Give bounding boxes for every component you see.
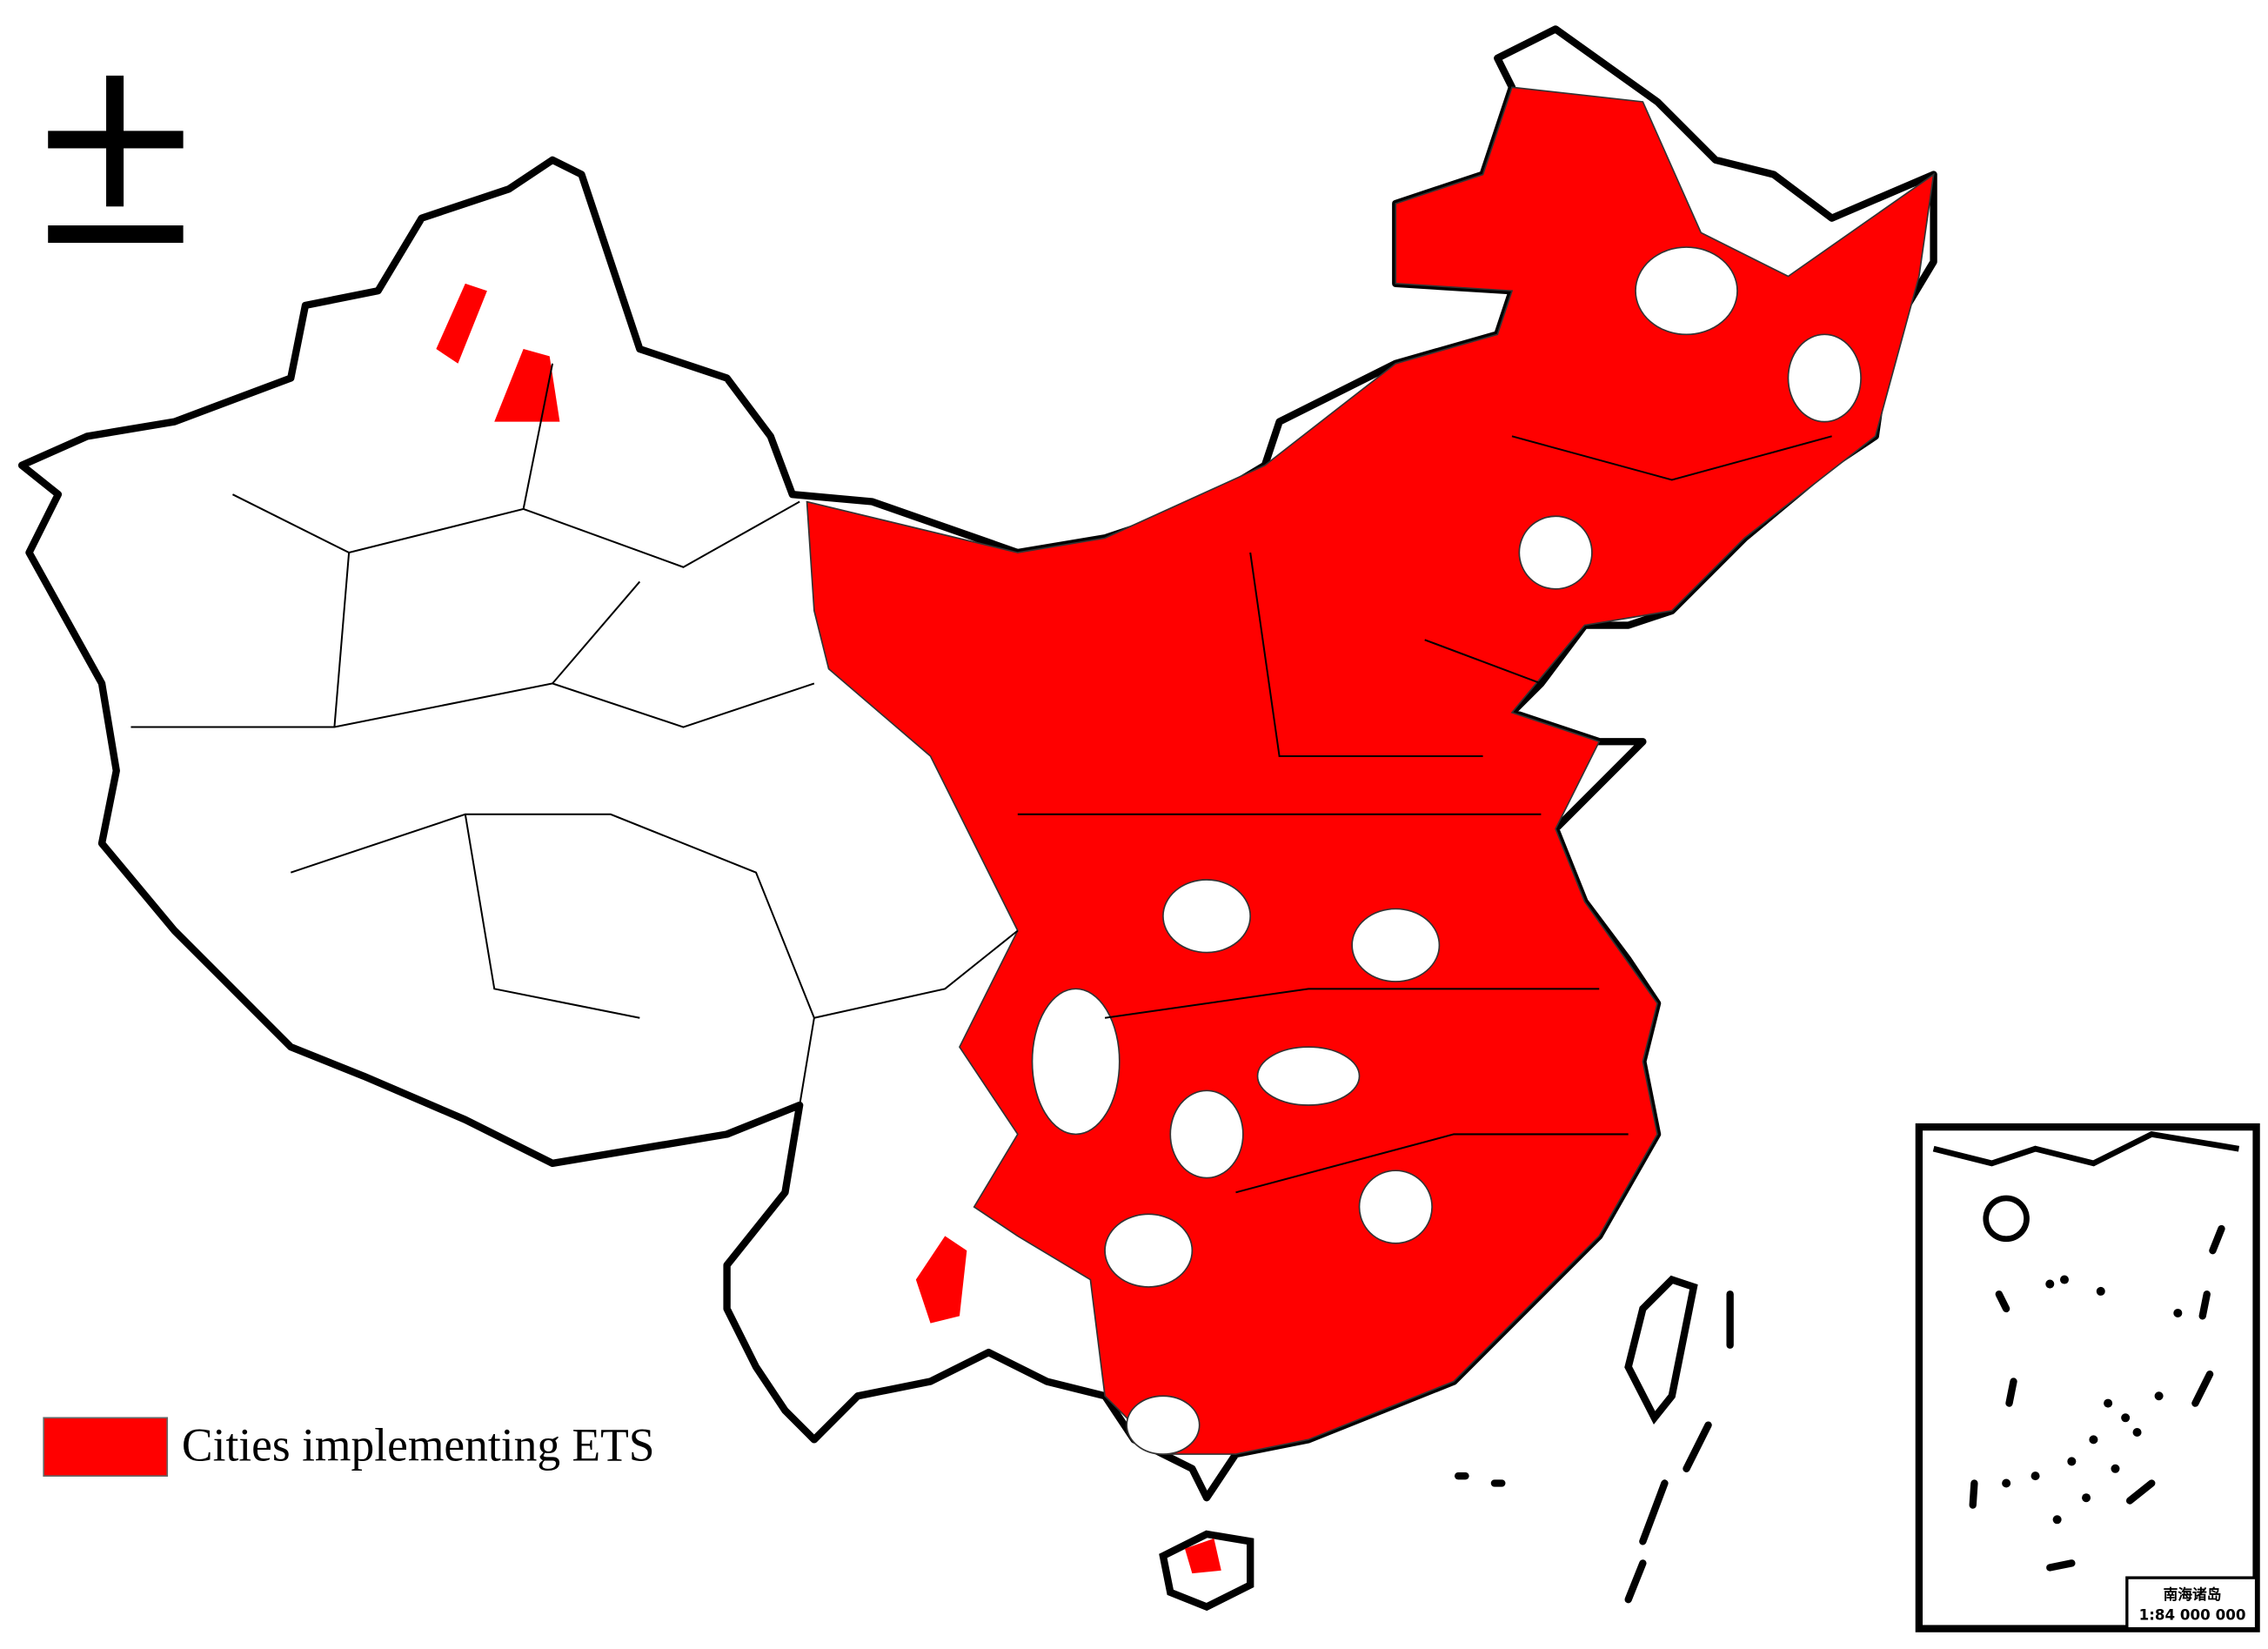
inset-island [1983, 1195, 2030, 1243]
legend-swatch [43, 1417, 169, 1477]
ets-region [1184, 1538, 1221, 1574]
inset-dashes [1969, 1224, 2225, 1572]
legend-label: Cities implementing ETS [182, 1418, 655, 1471]
inset-label-box [2125, 1576, 2258, 1631]
ets-region [494, 349, 560, 422]
ets-region [915, 1236, 967, 1324]
inset-scale: 1:84 000 000 [2139, 1606, 2246, 1624]
island [1624, 1275, 1698, 1424]
inset-frame [1915, 1123, 2260, 1632]
north-arrow [48, 75, 184, 244]
islands [1454, 1290, 1734, 1604]
inset-islands [2002, 1275, 2183, 1525]
inset-coast [1932, 1130, 2240, 1167]
non-ets-areas [1031, 246, 1862, 1455]
ets-region [436, 283, 487, 364]
inset-title: 南海诸岛 [2164, 1585, 2222, 1603]
borders [130, 363, 1832, 1194]
